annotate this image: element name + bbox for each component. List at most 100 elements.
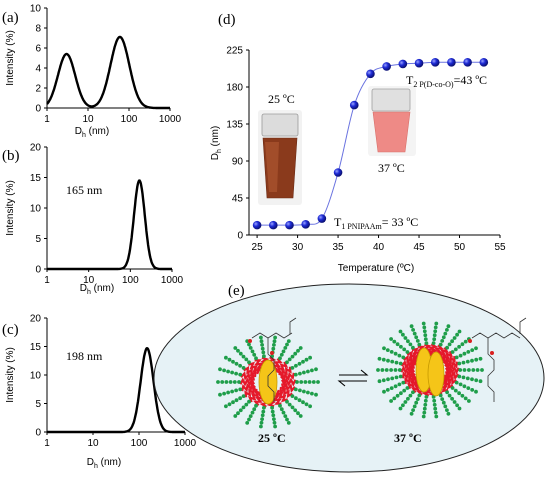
outer-block-bead bbox=[401, 380, 406, 385]
outer-block-bead bbox=[234, 361, 239, 366]
data-point bbox=[285, 220, 294, 230]
outer-block-bead bbox=[395, 342, 400, 347]
outer-block-bead bbox=[250, 410, 255, 415]
data-point bbox=[333, 168, 343, 177]
outer-block-bead bbox=[273, 335, 277, 340]
data-point bbox=[252, 220, 262, 230]
panel-c-y-ticks: 0 5 10 15 20 bbox=[30, 314, 47, 439]
outer-block-bead bbox=[447, 393, 452, 398]
outer-block-bead bbox=[401, 403, 405, 408]
outer-block-bead bbox=[403, 400, 408, 404]
outer-block-bead bbox=[461, 360, 466, 365]
panel-d-x-ticks: 25 30 35 40 45 50 55 bbox=[252, 235, 506, 253]
pnipaam-segment bbox=[275, 361, 289, 375]
panel-d-x-title: Temperature (ºC) bbox=[338, 263, 414, 274]
pnipaam-segment bbox=[403, 354, 417, 366]
outer-block-bead bbox=[457, 361, 462, 366]
outer-block-bead bbox=[409, 324, 414, 329]
outer-block-bead bbox=[259, 339, 264, 344]
panel-c: (c) Intensity (%) Dh (nm) 198 nm 0 5 10 15 2… bbox=[2, 314, 197, 471]
outer-block-bead bbox=[460, 342, 465, 347]
outer-block-bead bbox=[311, 380, 316, 384]
outer-block-bead bbox=[216, 380, 220, 384]
label-25c: 25 ºC bbox=[268, 92, 295, 106]
outer-block-bead bbox=[422, 329, 427, 334]
y-tick-label: 0 bbox=[35, 265, 41, 276]
outer-block-bead bbox=[260, 417, 264, 421]
panel-e: (e) 25 ºC 37 ºC bbox=[153, 283, 545, 473]
outer-block-bead bbox=[301, 400, 305, 405]
outer-block-bead bbox=[290, 366, 295, 370]
outer-block-bead bbox=[423, 333, 428, 338]
outer-block-bead bbox=[293, 408, 298, 413]
polymer-structure-left bbox=[248, 317, 297, 402]
outer-block-bead bbox=[285, 417, 289, 422]
outer-block-bead bbox=[465, 359, 470, 364]
pnipaam-segment bbox=[444, 360, 459, 371]
outer-block-bead bbox=[295, 380, 299, 384]
outer-block-bead bbox=[237, 380, 241, 384]
t1-annotation: T1 PNIPAAm= 33 ºC bbox=[334, 215, 418, 231]
x-tick-label: 50 bbox=[454, 242, 466, 253]
x-tick-label: 10 bbox=[82, 114, 94, 125]
outer-block-bead bbox=[308, 404, 312, 409]
outer-block-bead bbox=[470, 388, 475, 392]
outer-block-bead bbox=[474, 346, 478, 351]
outer-block-bead bbox=[259, 335, 263, 340]
panel-d-label: (d) bbox=[218, 12, 236, 28]
x-tick-label: 40 bbox=[373, 242, 385, 253]
outer-block-bead bbox=[228, 380, 233, 384]
pnipaam-segment bbox=[445, 369, 460, 381]
outer-block-bead bbox=[287, 402, 292, 407]
outer-block-bead bbox=[380, 368, 385, 372]
y-tick-label: 0 bbox=[237, 231, 243, 242]
y-tick-label: 8 bbox=[35, 24, 41, 35]
pnipaam-segment bbox=[400, 359, 415, 371]
outer-block-bead bbox=[286, 421, 291, 425]
outer-block-bead bbox=[389, 399, 393, 403]
outer-block-bead bbox=[385, 348, 390, 352]
data-point bbox=[479, 58, 489, 67]
polymer-structure-right bbox=[468, 317, 527, 402]
outer-block-bead bbox=[393, 384, 398, 389]
outer-block-bead bbox=[393, 368, 398, 372]
pnipaam-segment bbox=[442, 355, 456, 367]
outer-block-bead bbox=[279, 352, 284, 357]
x-tick-label: 1000 bbox=[161, 275, 184, 286]
outer-block-bead bbox=[386, 377, 390, 382]
outer-block-bead bbox=[232, 380, 237, 384]
panel-b-distribution-curve bbox=[47, 179, 172, 271]
outer-block-bead bbox=[398, 406, 403, 411]
y-tick-label: 45 bbox=[232, 194, 244, 205]
t2-annotation: T2 P(D-co-O)=43 ºC bbox=[406, 73, 487, 89]
data-point bbox=[366, 69, 375, 79]
outer-block-bead bbox=[441, 335, 446, 340]
outer-block-bead bbox=[474, 378, 479, 383]
outer-block-bead bbox=[457, 391, 461, 396]
outer-block-bead bbox=[234, 371, 239, 376]
pnipaam-segment bbox=[244, 386, 258, 398]
outer-block-bead bbox=[293, 387, 298, 392]
x-tick-label: 10 bbox=[83, 275, 95, 286]
y-tick-label: 6 bbox=[35, 44, 41, 55]
outer-block-bead bbox=[417, 342, 422, 347]
panel-a-x-title: Dh (nm) bbox=[75, 126, 109, 139]
outer-block-bead bbox=[408, 342, 413, 347]
panel-c-x-title: Dh (nm) bbox=[87, 457, 121, 470]
y-tick-label: 20 bbox=[30, 143, 42, 154]
outer-block-bead bbox=[247, 342, 251, 347]
outer-block-bead bbox=[409, 411, 414, 416]
outer-block-bead bbox=[399, 344, 403, 349]
outer-block-bead bbox=[431, 341, 436, 345]
y-tick-label: 10 bbox=[30, 204, 42, 215]
outer-block-bead bbox=[423, 402, 428, 407]
outer-block-bead bbox=[271, 346, 276, 351]
outer-block-bead bbox=[306, 390, 310, 395]
panel-d: (d) Dh (nm) Temperature (ºC) 0 45 90 135 180… bbox=[210, 12, 506, 274]
outer-block-bead bbox=[445, 390, 449, 395]
outer-block-bead bbox=[385, 388, 390, 392]
equilibrium-arrows bbox=[337, 369, 369, 387]
outer-block-bead bbox=[463, 396, 468, 401]
data-point bbox=[414, 58, 424, 68]
